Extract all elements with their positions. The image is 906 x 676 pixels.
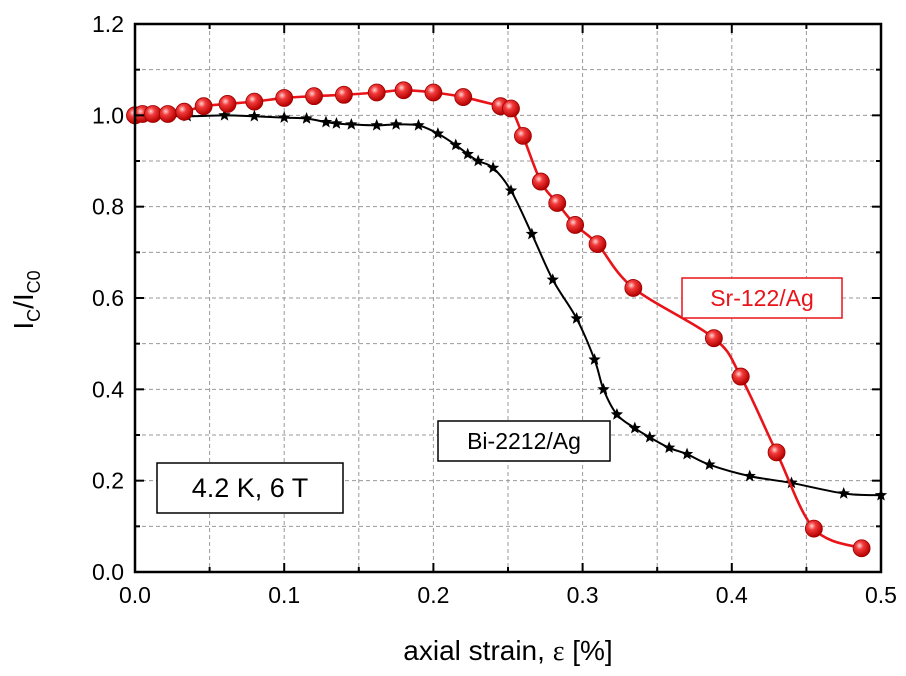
x-axis-title: axial strain, ε [%] [403,635,612,667]
annotation-sr122-box [681,277,843,319]
data-point-sr-122-ag [767,443,786,462]
data-point-bi-2212-ag [319,115,333,128]
data-point-bi-2212-ag [345,117,358,130]
data-point-sr-122-ag [175,102,194,121]
x-tick-label: 0.3 [567,582,599,608]
x-tick-label: 0.2 [417,582,449,608]
data-point-bi-2212-ag [370,118,383,131]
data-point-sr-122-ag [731,367,750,386]
data-point-bi-2212-ag [837,486,850,499]
data-point-bi-2212-ag [643,430,656,443]
y-tick-label: 1.2 [92,11,124,37]
data-point-sr-122-ag [275,89,294,107]
data-point-bi-2212-ag [431,127,445,139]
data-point-bi-2212-ag [504,184,518,196]
data-point-bi-2212-ag [300,112,313,124]
annotation-sr122: Sr-122/Ag [681,277,843,319]
data-point-bi-2212-ag [248,109,261,122]
data-point-bi-2212-ag [703,458,716,470]
data-point-bi-2212-ag [597,382,610,395]
data-point-sr-122-ag [548,194,567,212]
series-sr-122-ag [126,81,871,558]
data-point-bi-2212-ag [785,476,798,489]
y-tick-label: 0.4 [92,376,124,402]
data-point-sr-122-ag [158,105,177,123]
data-point-sr-122-ag [394,81,413,100]
data-point-bi-2212-ag [471,154,485,167]
series-layer [126,81,888,558]
condition-label-box [156,462,344,514]
y-tick-label: 0.8 [92,194,124,220]
data-point-sr-122-ag [454,88,473,106]
annotation-bi2212: Bi-2212/Ag [437,420,611,462]
axis-ticks [134,23,882,573]
x-tick-label: 0.5 [865,582,897,608]
data-point-sr-122-ag [804,519,823,538]
condition-label: 4.2 K, 6 T [156,462,344,514]
data-point-sr-122-ag [305,87,323,106]
data-point-bi-2212-ag [525,227,539,240]
data-point-bi-2212-ag [662,441,676,454]
y-tick-label: 1.0 [92,102,124,128]
tick-labels: 0.0 0.1 0.2 0.3 0.4 0.5 0.0 0.2 0.4 0.6 0.8 1.0 1.2 [92,11,897,608]
data-point-bi-2212-ag [486,161,500,174]
y-tick-label: 0.2 [92,468,124,494]
data-point-sr-122-ag [852,539,871,558]
data-point-sr-122-ag [245,92,264,111]
data-point-sr-122-ag [514,126,532,145]
data-point-bi-2212-ag [743,469,756,482]
data-point-sr-122-ag [502,99,520,118]
data-point-bi-2212-ag [546,273,559,285]
data-point-sr-122-ag [704,329,723,348]
data-point-bi-2212-ag [449,138,462,151]
data-point-bi-2212-ag [278,111,291,123]
data-point-sr-122-ag [144,105,162,123]
data-point-bi-2212-ag [680,447,694,460]
data-point-bi-2212-ag [588,353,601,365]
data-point-bi-2212-ag [412,118,425,131]
data-point-sr-122-ag [624,279,643,297]
data-point-bi-2212-ag [389,117,403,130]
data-point-bi-2212-ag [610,407,624,420]
x-tick-label: 0.4 [716,582,748,608]
data-point-bi-2212-ag [461,147,474,160]
x-tick-label: 0.1 [268,582,300,608]
data-point-sr-122-ag [588,235,607,254]
y-axis-title: IC/IC0 [8,270,44,329]
data-point-sr-122-ag [531,172,550,191]
data-point-sr-122-ag [334,85,353,104]
data-point-sr-122-ag [218,95,237,113]
annotation-bi2212-text: Bi-2212/Ag [467,428,581,454]
data-point-sr-122-ag [367,83,386,102]
data-point-sr-122-ag [566,216,585,234]
x-tick-label: 0.0 [119,582,151,608]
data-point-bi-2212-ag [570,312,583,324]
y-tick-label: 0.0 [92,559,124,585]
data-point-sr-122-ag [424,83,443,102]
data-point-bi-2212-ag [330,117,343,129]
data-point-sr-122-ag [194,97,213,116]
annotation-bi2212-box [437,420,611,462]
condition-label-text: 4.2 K, 6 T [192,473,309,503]
y-tick-label: 0.6 [92,285,124,311]
annotation-sr122-text: Sr-122/Ag [710,285,814,311]
data-point-bi-2212-ag [628,421,641,434]
data-point-bi-2212-ag [218,108,231,121]
